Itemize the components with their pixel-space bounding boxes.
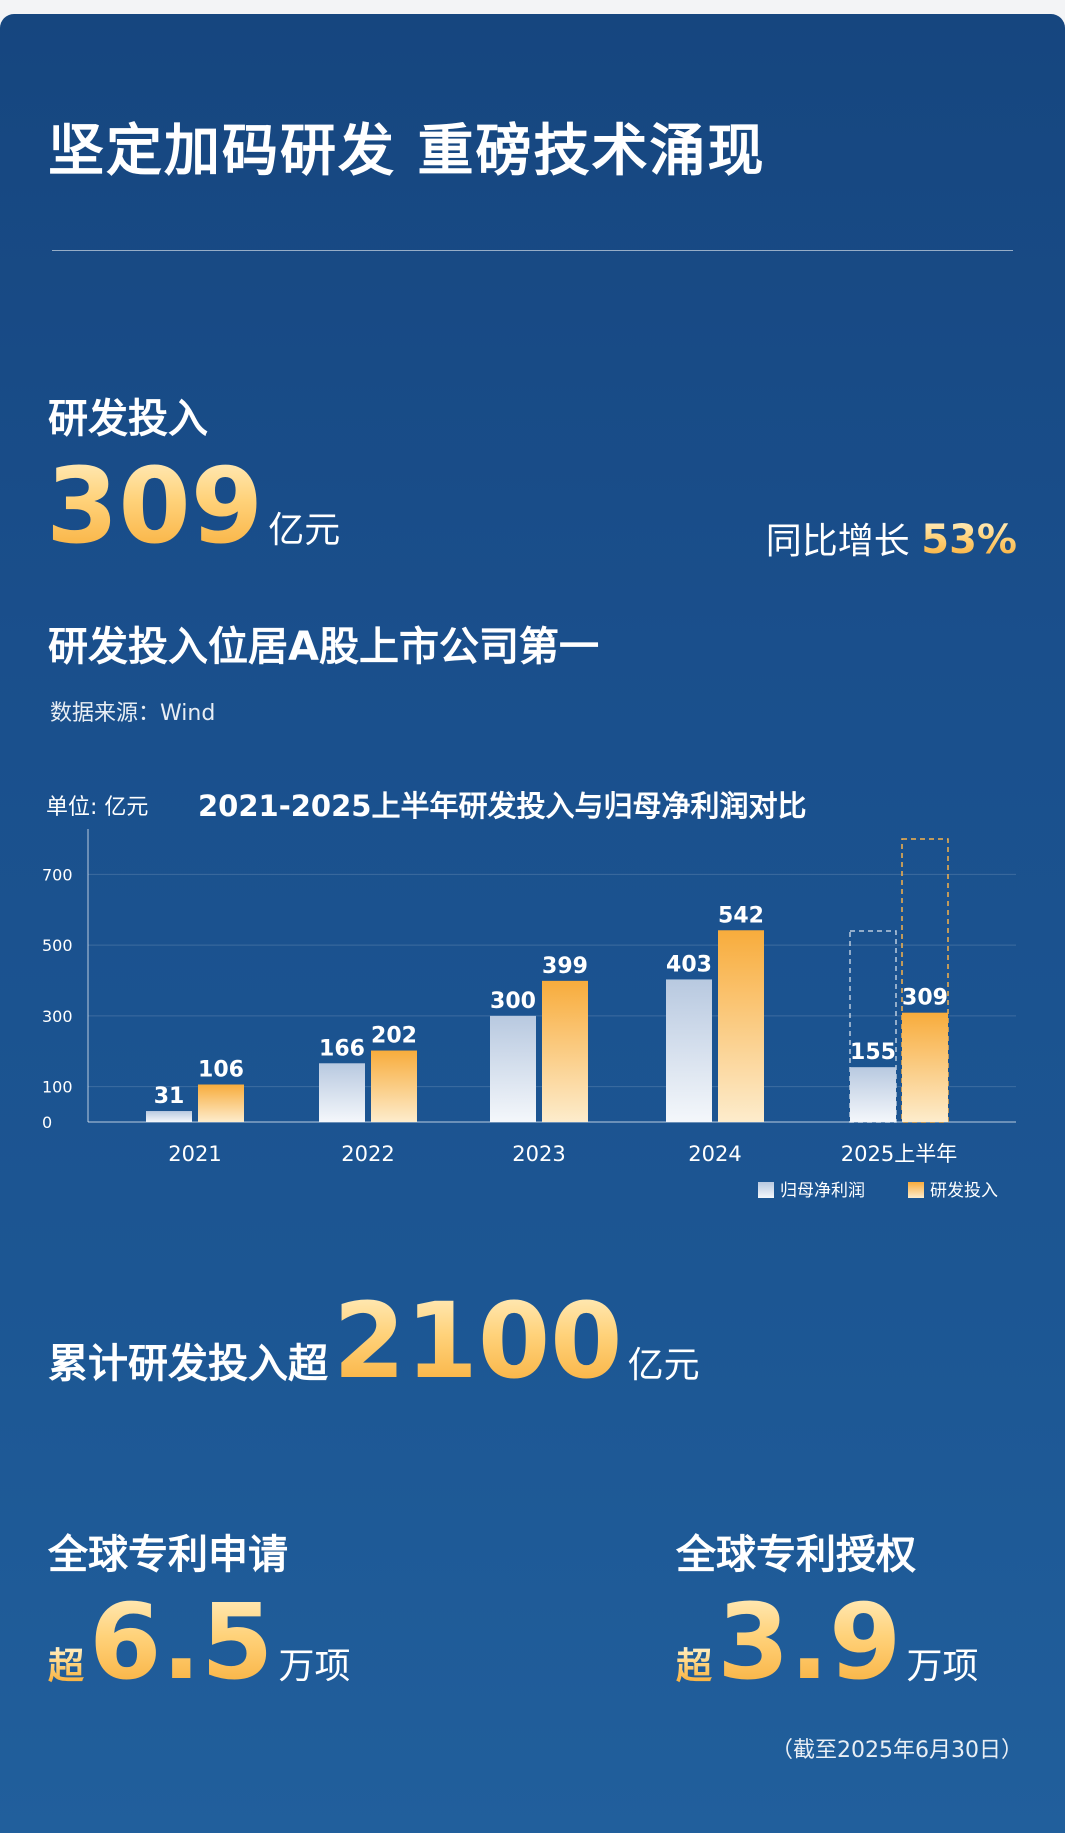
cumulative-prefix: 累计研发投入超: [48, 1341, 328, 1387]
x-tick-label: 2025上半年: [841, 1142, 957, 1166]
rd-value: 309: [46, 445, 264, 567]
chart-unit-label: 单位: 亿元: [46, 795, 148, 820]
bar-value-label: 31: [154, 1084, 185, 1109]
patent-grant-value: 3.9: [717, 1581, 902, 1703]
legend-label: 研发投入: [930, 1181, 998, 1201]
x-tick-label: 2022: [341, 1142, 394, 1166]
data-source: 数据来源：Wind: [50, 701, 216, 726]
bar-net-profit: [850, 1067, 896, 1122]
bar-net-profit: [666, 979, 712, 1122]
bar-value-label: 309: [902, 986, 948, 1011]
bar-value-label: 399: [542, 954, 588, 979]
bar-value-label: 403: [666, 952, 712, 977]
cumulative-value: 2100: [333, 1280, 623, 1402]
bar-rd-investment: [902, 1012, 948, 1122]
page-title: 坚定加码研发 重磅技术涌现: [48, 119, 766, 184]
rd-unit: 亿元: [268, 510, 341, 551]
patent-grant-group: 超 3.9 万项: [676, 1590, 978, 1694]
bar-net-profit: [490, 1015, 536, 1122]
y-tick-label: 500: [42, 936, 73, 955]
bar-rd-investment: [198, 1084, 244, 1122]
cumulative-unit: 亿元: [627, 1345, 700, 1386]
legend-label: 归母净利润: [780, 1181, 865, 1201]
rd-profit-bar-chart: 单位: 亿元 2021-2025上半年研发投入与归母净利润对比 0 100 300 5…: [42, 789, 1016, 1201]
rd-rank-text: 研发投入位居A股上市公司第一: [48, 624, 599, 670]
patent-apply-label: 全球专利申请: [48, 1532, 288, 1578]
bar-value-label: 300: [490, 989, 536, 1014]
legend-swatch: [908, 1182, 924, 1198]
infographic-card: 坚定加码研发 重磅技术涌现 研发投入 309 亿元 同比增长 53% 研发投入位…: [0, 14, 1065, 1833]
bar-value-label: 542: [718, 903, 764, 928]
footnote: （截至2025年6月30日）: [771, 1738, 1023, 1763]
cumulative-group: 累计研发投入超 2100 亿元: [48, 1289, 700, 1393]
y-tick-label: 700: [42, 865, 73, 884]
title-divider: [52, 250, 1013, 251]
y-tick-label: 0: [42, 1113, 52, 1132]
patent-apply-value: 6.5: [89, 1581, 274, 1703]
chart-title: 2021-2025上半年研发投入与归母净利润对比: [198, 789, 806, 823]
bar-value-label: 155: [850, 1040, 896, 1065]
patent-grant-unit: 万项: [906, 1646, 979, 1687]
bar-net-profit: [146, 1111, 192, 1122]
bar-value-label: 202: [371, 1024, 417, 1049]
bar-value-label: 166: [319, 1036, 365, 1061]
x-tick-label: 2024: [688, 1142, 741, 1166]
rd-value-group: 309 亿元: [46, 454, 340, 558]
x-tick-label: 2021: [168, 1142, 221, 1166]
rd-yoy-label: 同比增长: [765, 521, 910, 562]
bar-rd-investment: [542, 980, 588, 1122]
rd-label: 研发投入: [48, 396, 208, 442]
legend-swatch: [758, 1182, 774, 1198]
patent-apply-unit: 万项: [278, 1646, 351, 1687]
patent-grant-label: 全球专利授权: [676, 1532, 916, 1578]
bar-dashed-outline: [849, 930, 897, 1123]
y-tick-label: 100: [42, 1078, 73, 1097]
patent-apply-prefix: 超: [48, 1646, 85, 1687]
y-tick-label: 300: [42, 1007, 73, 1026]
bar-net-profit: [319, 1063, 365, 1122]
rd-yoy: 同比增长 53%: [766, 512, 1017, 564]
bar-value-label: 106: [198, 1058, 244, 1083]
bar-rd-investment: [718, 930, 764, 1122]
rd-yoy-value: 53%: [921, 517, 1017, 563]
x-tick-label: 2023: [512, 1142, 565, 1166]
bar-rd-investment: [371, 1050, 417, 1122]
patent-grant-prefix: 超: [676, 1646, 713, 1687]
patent-apply-group: 超 6.5 万项: [48, 1590, 350, 1694]
